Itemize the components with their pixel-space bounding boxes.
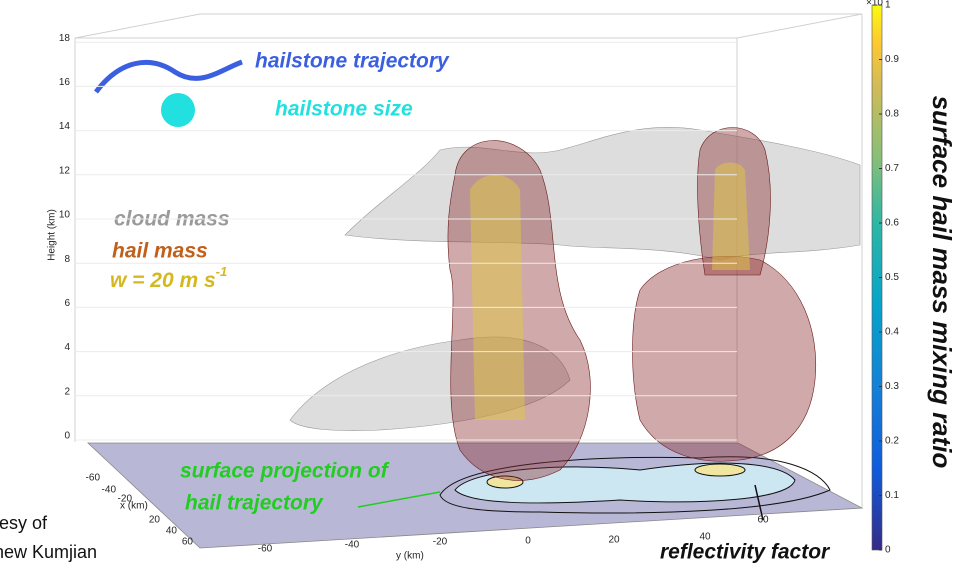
y-tick-label: -60 [258,544,273,555]
y-axis-label: y (km) [396,551,424,562]
y-tick-label: 40 [699,532,711,543]
colorbar-tick-label: 1 [885,0,891,11]
z-tick-label: 18 [59,33,71,44]
y-tick-label: 0 [525,536,531,547]
colorbar-tick-label: 0.9 [885,54,899,65]
colorbar-tick-label: 0.8 [885,109,899,120]
legend-size: hailstone size [275,98,413,121]
credit: hew Kumjian [0,542,97,562]
updraft [470,162,750,420]
size-icon [161,93,195,127]
legend-trajectory: hailstone trajectory [255,50,450,73]
trajectory-icon [94,59,243,94]
z-axis-label: Height (km) [47,209,58,261]
colorbar-title: surface hail mass mixing ratio [927,96,957,469]
z-tick-label: 2 [64,386,70,397]
colorbar-tick-label: 0.7 [885,163,899,174]
y-tick-label: -40 [345,540,360,551]
label-reflectivity: reflectivity factor [660,541,831,564]
colorbar-tick-label: 0.1 [885,490,899,501]
y-tick-label: 20 [608,535,620,546]
label-hail: hail mass [112,240,208,263]
label-projection: surface projection of [180,460,390,483]
z-tick-label: 12 [59,165,71,176]
colorbar-tick-label: 0.6 [885,218,899,229]
y-tick-label: 60 [757,515,769,526]
arrow [357,491,441,508]
colorbar-tick-label: 0.5 [885,272,899,283]
x-tick-label: -40 [102,485,117,496]
z-tick-label: 10 [59,210,71,221]
credit: tesy of [0,513,48,533]
z-tick-label: 14 [59,121,71,132]
y-tick-label: -20 [433,537,448,548]
x-tick-label: 20 [149,515,161,526]
updraft-text: w = 20 m s [110,269,216,292]
x-tick-label: -60 [86,473,101,484]
x-tick-label: 60 [182,537,194,548]
colorbar-exponent: ×10 [866,0,883,9]
updraft-exponent: -1 [216,264,228,279]
label-projection: hail trajectory [185,492,324,515]
z-tick-label: 4 [64,342,70,353]
colorbar-tick-label: 0.3 [885,381,899,392]
x-axis-label: x (km) [120,501,148,512]
arrow [754,484,764,521]
colorbar-tick-label: 0.2 [885,436,899,447]
colorbar-tick-label: 0.4 [885,327,899,338]
z-tick-label: 8 [64,254,70,265]
z-tick-label: 0 [64,431,70,442]
x-tick-label: 40 [166,526,178,537]
label-updraft: w = 20 m s-1 [110,264,227,291]
colorbar-tick-label: 0 [885,545,891,556]
z-tick-label: 16 [59,77,71,88]
x-tick-label: -20 [118,494,133,505]
z-tick-label: 6 [64,298,70,309]
